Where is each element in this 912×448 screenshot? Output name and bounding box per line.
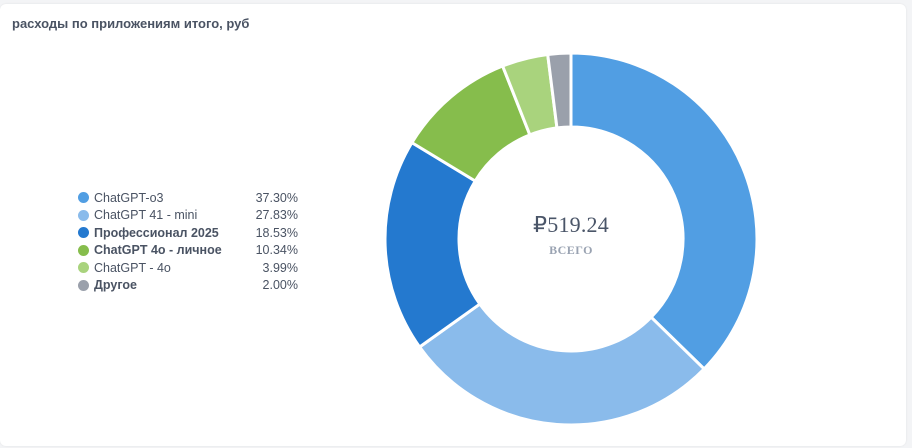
legend-value: 18.53% [255,225,298,240]
legend-label: Профессионал 2025 [94,225,219,240]
donut-chart [383,51,759,427]
legend-marker-icon [78,192,89,204]
chart-legend: ChatGPT-o3 37.30% ChatGPT 41 - mini 27.83% П… [78,189,298,294]
legend-label: ChatGPT 4o - личное [94,243,222,258]
legend-value: 3.99% [262,260,298,275]
legend-item[interactable]: ChatGPT - 4o 3.99% [78,259,298,277]
legend-value: 37.30% [255,190,298,205]
legend-marker-icon [78,262,89,274]
legend-item[interactable]: Другое 2.00% [78,277,298,295]
legend-label: ChatGPT - 4o [94,260,171,275]
legend-item[interactable]: Профессионал 2025 18.53% [78,224,298,242]
total-label: ВСЕГО [549,243,593,257]
donut-slice[interactable] [546,51,573,130]
total-value: ₽519.24 [533,212,609,237]
legend-item[interactable]: ChatGPT 41 - mini 27.83% [78,207,298,225]
legend-item[interactable]: ChatGPT-o3 37.30% [78,189,298,207]
legend-label: ChatGPT-o3 [94,190,164,205]
legend-value: 2.00% [262,278,298,293]
legend-marker-icon [78,244,89,256]
legend-value: 27.83% [255,208,298,223]
legend-item[interactable]: ChatGPT 4o - личное 10.34% [78,242,298,260]
legend-value: 10.34% [255,243,298,258]
legend-label: ChatGPT 41 - mini [94,208,198,223]
chart-title: расходы по приложениям итого, руб [12,16,250,31]
legend-marker-icon [78,209,89,221]
legend-label: Другое [94,278,137,293]
donut-slice[interactable] [383,140,482,350]
donut-slice[interactable] [569,51,759,372]
donut-slice[interactable] [417,301,707,427]
legend-marker-icon [78,279,89,291]
legend-marker-icon [78,227,89,239]
